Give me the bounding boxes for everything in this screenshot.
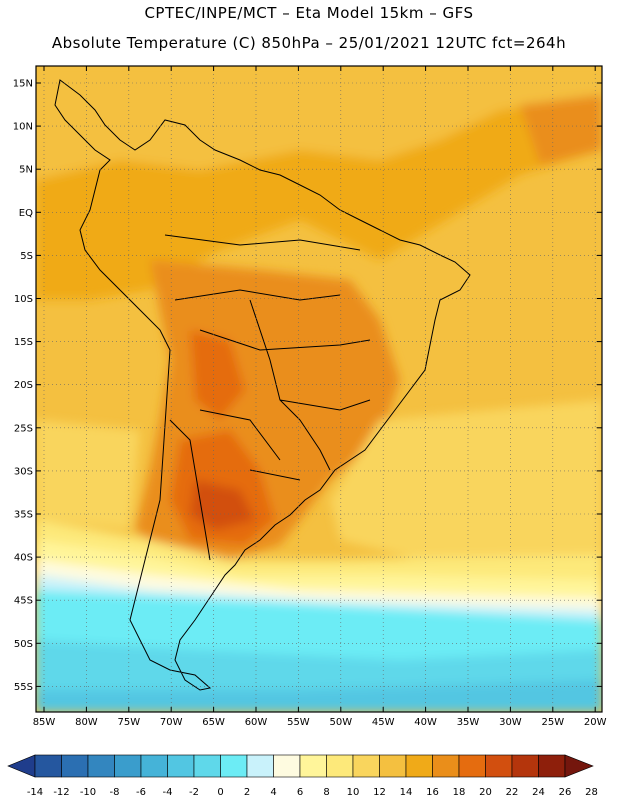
latitude-label: 40S [14,553,33,564]
temperature-colorbar [7,754,594,778]
longitude-label: 30W [499,717,522,728]
colorbar-tick-label: 0 [217,787,223,798]
colorbar-tick-label: 14 [400,787,413,798]
latitude-label: 10S [14,294,33,305]
colorbar-swatch [299,754,327,778]
colorbar-arrow-left [7,754,36,778]
colorbar-tick-label: 10 [347,787,360,798]
latitude-label: 10N [13,122,33,133]
colorbar-tick-label: -14 [27,787,43,798]
colorbar-tick-label: -8 [110,787,120,798]
colorbar-tick-label: -10 [80,787,96,798]
longitude-label: 85W [33,717,56,728]
colorbar-swatch [220,754,248,778]
colorbar-tick-label: -2 [189,787,199,798]
longitude-label: 35W [457,717,480,728]
longitude-labels: 85W 80W 75W 70W 65W 60W 55W 50W 45W 40W 35W 30W 25W 2… [33,717,607,728]
colorbar-swatch [326,754,354,778]
colorbar-tick-label: -4 [163,787,173,798]
colorbar-tick-label: 18 [453,787,466,798]
colorbar-swatch [61,754,89,778]
colorbar-tick-label: -6 [136,787,146,798]
colorbar-tick-label: 20 [479,787,492,798]
latitude-label: 45S [14,596,33,607]
colorbar-swatch [114,754,142,778]
latitude-label: 15S [14,337,33,348]
colorbar-tick-label: 28 [585,787,598,798]
longitude-label: 40W [414,717,437,728]
longitude-label: 60W [245,717,268,728]
longitude-label: 70W [160,717,183,728]
colorbar-tick-label: 16 [426,787,439,798]
longitude-label: 45W [372,717,395,728]
latitude-labels: 15N 10N 5N EQ 5S 10S 15S 20S 25S 30S 35S 40S 45S 50S 5… [13,79,33,693]
longitude-label: 55W [287,717,310,728]
colorbar-swatch [458,754,486,778]
colorbar-swatch [538,754,566,778]
colorbar-arrow-right [564,754,594,778]
colorbar-tick-label: -12 [53,787,69,798]
colorbar-swatch [379,754,407,778]
longitude-label: 50W [329,717,352,728]
longitude-label: 65W [202,717,225,728]
colorbar-labels: -14 -12 -10 -8 -6 -4 -2 0 2 4 6 8 10 12 14 16 18 20 22 24 26… [27,787,598,798]
colorbar-tick-label: 2 [244,787,250,798]
colorbar-swatch [193,754,221,778]
colorbar-tick-label: 26 [559,787,572,798]
latitude-label: 5N [19,165,33,176]
colorbar-swatch [485,754,513,778]
latitude-label: 50S [14,639,33,650]
colorbar-tick-label: 8 [323,787,329,798]
colorbar-tick-label: 22 [506,787,519,798]
longitude-label: 75W [117,717,140,728]
latitude-label: EQ [19,208,33,219]
map-frame [35,65,603,713]
map-title-line-2: Absolute Temperature (C) 850hPa – 25/01/… [51,34,567,52]
latitude-label: 15N [13,79,33,90]
latitude-label: 20S [14,380,33,391]
latitude-label: 35S [14,510,33,521]
colorbar-swatch [167,754,195,778]
colorbar-swatch [405,754,433,778]
colorbar-tick-label: 4 [270,787,276,798]
colorbar-tick-label: 6 [297,787,303,798]
temperature-field [36,66,602,712]
colorbar-swatch [511,754,539,778]
longitude-label: 25W [541,717,564,728]
latitude-label: 5S [20,251,33,262]
latitude-label: 55S [14,682,33,693]
latitude-label: 30S [14,466,33,477]
coastline-and-borders [54,79,471,691]
longitude-label: 80W [75,717,98,728]
colorbar-swatch [246,754,274,778]
colorbar-swatch [432,754,460,778]
colorbar-tick-label: 24 [532,787,545,798]
colorbar-swatch [87,754,115,778]
colorbar-swatch [140,754,168,778]
colorbar-tick-label: 12 [373,787,386,798]
axis-ticks [36,66,602,712]
latitude-label: 25S [14,423,33,434]
longitude-label: 20W [584,717,607,728]
colorbar-swatch [34,754,62,778]
colorbar-swatch [352,754,380,778]
map-title-line-1: CPTEC/INPE/MCT – Eta Model 15km – GFS [144,4,474,22]
colorbar-swatch [273,754,301,778]
